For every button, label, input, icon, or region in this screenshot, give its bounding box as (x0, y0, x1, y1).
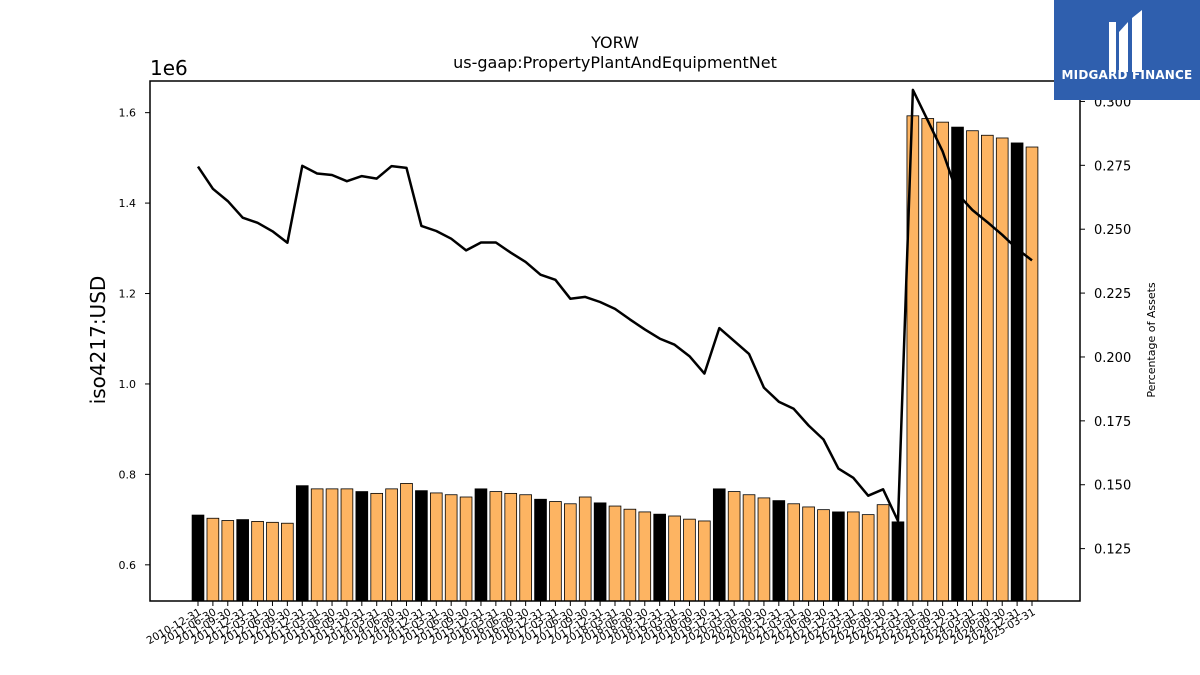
bar (921, 118, 935, 602)
y-tick-label: 0.6 (119, 559, 137, 572)
bar (712, 488, 726, 602)
bar (936, 121, 949, 602)
bar (698, 520, 711, 602)
bar (683, 518, 696, 602)
bar (191, 514, 205, 602)
bar (564, 503, 577, 602)
plot-frame (149, 80, 1081, 602)
bar (995, 137, 1009, 602)
bar (355, 491, 369, 602)
bar (236, 519, 249, 602)
bar (415, 490, 428, 602)
bar (891, 521, 905, 602)
y-tick-label: 1.6 (119, 107, 137, 120)
bar (623, 508, 637, 602)
y2-tick-label: 0.225 (1094, 287, 1131, 302)
bar (340, 488, 354, 602)
bar (742, 494, 756, 602)
bar (385, 488, 398, 602)
bar (727, 491, 741, 602)
axes: 0.6 0.8 1.0 1.2 1.4 1.6 0.125 0.150 0.175 0.200 0.… (119, 95, 1132, 647)
y2-tick-label: 0.275 (1094, 159, 1131, 174)
bar (474, 488, 488, 602)
y2-tick-label: 0.250 (1094, 223, 1131, 238)
y2-tick-label: 0.175 (1094, 415, 1131, 430)
bar (429, 492, 443, 602)
y2-axis-label: Percentage of Assets (1145, 282, 1158, 398)
bar (638, 511, 652, 602)
bar (787, 503, 801, 602)
bar (846, 511, 860, 602)
bar (981, 134, 994, 602)
bar (251, 521, 264, 602)
bar-series (191, 115, 1039, 602)
bar (817, 509, 830, 602)
bar (310, 488, 324, 602)
y-tick-label: 1.2 (119, 288, 137, 301)
y-tick-label: 1.0 (119, 378, 137, 391)
y2-tick-label: 0.150 (1094, 479, 1131, 494)
bar (534, 498, 547, 602)
bar (653, 513, 666, 602)
chart-title: YORW (590, 33, 639, 52)
bar (206, 517, 220, 602)
bar (504, 492, 518, 602)
bar (1025, 146, 1039, 602)
bar (444, 494, 458, 602)
y-tick-label: 1.4 (119, 197, 137, 210)
bar (757, 497, 771, 602)
y-axis-label: iso4217:USD (86, 276, 110, 405)
bar (966, 130, 979, 602)
bar (802, 506, 815, 602)
percentage-line (196, 88, 1033, 523)
y2-tick-label: 0.125 (1094, 543, 1131, 558)
bar (593, 502, 607, 602)
bar (549, 501, 562, 602)
bar (281, 522, 294, 602)
bar (578, 496, 592, 602)
bar (876, 504, 890, 602)
y-tick-label: 0.8 (119, 468, 137, 481)
y-offset-label: 1e6 (150, 56, 188, 80)
bar (370, 492, 384, 602)
bar (221, 520, 235, 602)
bar (861, 514, 875, 602)
bar (489, 491, 503, 602)
y2-tick-label: 0.200 (1094, 351, 1131, 366)
bar (295, 485, 309, 602)
bar (400, 483, 413, 602)
bar (266, 521, 279, 602)
bar (608, 505, 622, 602)
bar (325, 488, 339, 602)
midgard-logo: MIDGARD FINANCE (1054, 0, 1200, 100)
bar (459, 496, 473, 602)
chart-subtitle: us-gaap:PropertyPlantAndEquipmentNet (453, 53, 777, 72)
bar (832, 511, 845, 602)
bar (1010, 142, 1024, 602)
bar (668, 515, 681, 602)
bar (772, 500, 786, 602)
logo-text: MIDGARD FINANCE (1061, 68, 1193, 82)
midgard-logo-icon (1109, 10, 1142, 72)
bar (519, 494, 532, 602)
